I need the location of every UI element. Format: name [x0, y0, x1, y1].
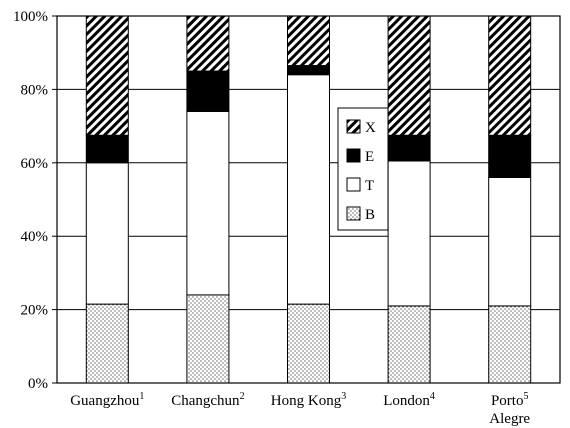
legend-label-e: E [365, 149, 374, 165]
bar-segment-b [387, 305, 431, 384]
bar-segment-b [85, 303, 129, 384]
plot-frame [56, 15, 561, 384]
bar-segment-x [85, 15, 129, 136]
legend-label-b: B [365, 207, 375, 223]
legend-box [337, 107, 389, 231]
y-tick-label: 60% [21, 156, 49, 172]
bar-segment-t [387, 160, 431, 307]
y-tick-label: 100% [13, 9, 48, 25]
y-tick-label: 0% [28, 376, 48, 392]
bar-segment-e [488, 134, 532, 178]
bar-segment-x [186, 15, 230, 72]
bar-segment-x [488, 15, 532, 136]
bar-segment-e [287, 65, 330, 76]
bars [85, 15, 532, 384]
x-category-labels: Guangzhou1 Changchun2 Hong Kong3 London4 Por… [70, 391, 530, 427]
bar-segment-e [85, 134, 129, 164]
bar-segment-t [186, 110, 230, 296]
legend-swatch-x [346, 119, 361, 134]
legend-label-x: X [365, 120, 376, 136]
x-category-label: Porto5 [491, 391, 529, 409]
x-category-label-line2: Alegre [489, 411, 530, 427]
bar-segment-t [85, 162, 129, 305]
legend-swatch-t [346, 177, 361, 192]
x-category-label: Changchun2 [171, 391, 244, 409]
x-category-label: London4 [383, 391, 435, 409]
x-category-label: Guangzhou1 [70, 391, 144, 409]
bar-segment-t [488, 176, 532, 307]
x-category-label: Hong Kong3 [271, 391, 346, 409]
legend-label-t: T [365, 178, 374, 194]
y-tick-label: 20% [21, 303, 49, 319]
bar-segment-e [387, 134, 431, 162]
legend-swatch-b [346, 206, 361, 221]
y-tick-labels: 0% 20% 40% 60% 80% 100% [13, 9, 48, 392]
bar-segment-b [186, 294, 230, 384]
legend-swatch-e [346, 148, 361, 163]
y-tick-label: 80% [21, 82, 49, 98]
bar-segment-x [287, 15, 330, 67]
bar-segment-x [387, 15, 431, 136]
bar-segment-b [488, 305, 532, 384]
y-tick-label: 40% [21, 229, 49, 245]
axes [52, 15, 561, 384]
bar-segment-b [287, 303, 330, 384]
bar-segment-e [186, 70, 230, 112]
bar-segment-t [287, 74, 330, 305]
